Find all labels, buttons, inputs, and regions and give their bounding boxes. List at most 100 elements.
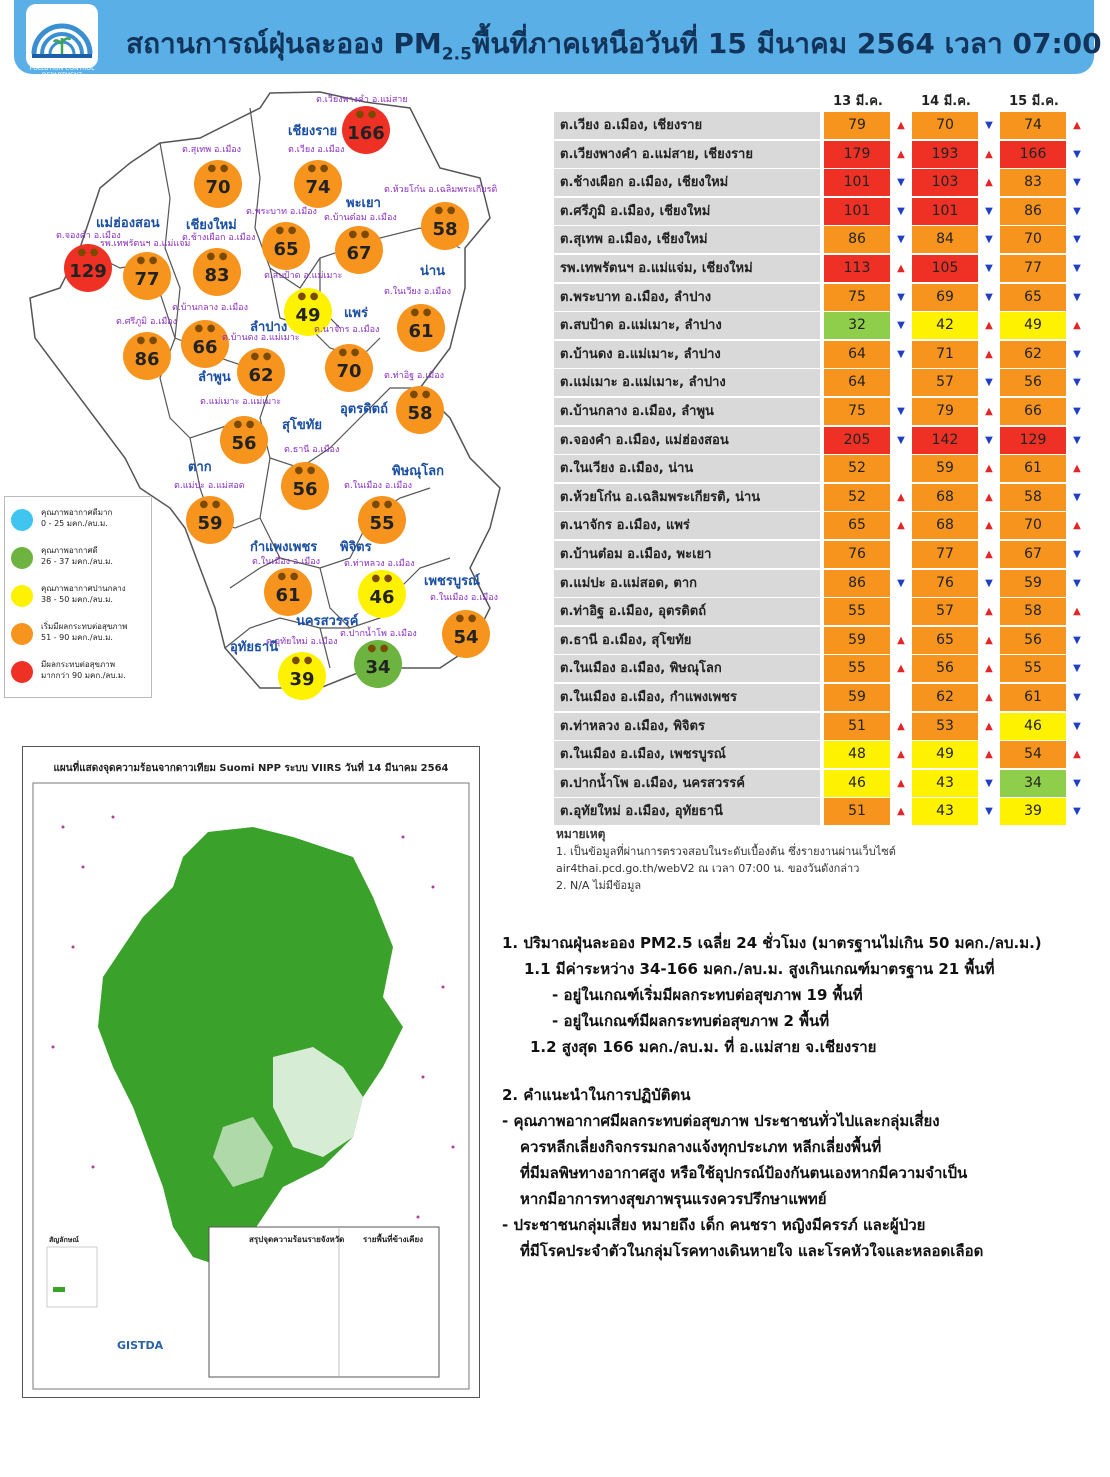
table-row: ต.จองคำ อ.เมือง, แม่ฮ่องสอน 205 ▼ 142 ▼ 129 ▼ <box>554 426 1094 454</box>
pm25-value-cell: 55 <box>1000 655 1066 683</box>
station-name: ต.พระบาท อ.เมือง, ลำปาง <box>554 283 820 311</box>
pm25-value-cell: 76 <box>824 541 890 568</box>
pm25-value-cell: 43 <box>912 798 978 826</box>
legend-dot-good <box>11 547 33 569</box>
pm25-value-cell: 76 <box>912 569 978 597</box>
trend-down-icon: ▼ <box>897 320 905 332</box>
summary-title: สรุปจุดความร้อนรายจังหวัด <box>249 1235 345 1244</box>
station-bubble-najak: ● ● 70 <box>325 344 373 392</box>
legend-dot-very-good <box>11 509 33 531</box>
station-name: ต.เวียง อ.เมือง, เชียงราย <box>554 112 820 139</box>
trend-down-icon: ▼ <box>1073 720 1081 732</box>
station-bubble-wiang: ● ● 74 <box>294 160 342 208</box>
station-name: ต.สุเทพ อ.เมือง, เชียงใหม่ <box>554 226 820 254</box>
station-name: ต.จองคำ อ.เมือง, แม่ฮ่องสอน <box>554 426 820 454</box>
trend-down-icon: ▼ <box>1073 148 1081 160</box>
table-row: ต.อุทัยใหม่ อ.เมือง, อุทัยธานี 51 ▲ 43 ▼ 39 ▼ <box>554 798 1094 826</box>
station-label-sriphum: ต.ศรีภูมิ อ.เมือง <box>116 317 178 327</box>
station-name: ต.ในเมือง อ.เมือง, เพชรบูรณ์ <box>554 741 820 769</box>
pm25-value-cell: 79 <box>824 112 890 139</box>
trend-down-icon: ▼ <box>897 234 905 246</box>
pm25-value-cell: 61 <box>1000 684 1066 711</box>
notes-line: 1. เป็นข้อมูลที่ผ่านการตรวจสอบในระดับเบื… <box>556 845 896 858</box>
station-label-changphueak: ต.ช้างเผือก อ.เมือง <box>182 233 256 243</box>
station-name: ต.ห้วยโก๋น อ.เฉลิมพระเกียรติ, น่าน <box>554 483 820 511</box>
table-row: ต.ในเมือง อ.เมือง, เพชรบูรณ์ 48 ▲ 49 ▲ 54 ▲ <box>554 741 1094 769</box>
province-label-maehongson: แม่ฮ่องสอน <box>96 216 160 231</box>
trend-down-icon: ▼ <box>985 234 993 246</box>
pcd-logo-icon <box>26 4 98 68</box>
trend-down-icon: ▼ <box>1073 692 1081 703</box>
table-row: ต.เวียง อ.เมือง, เชียงราย 79 ▲ 70 ▼ 74 ▲ <box>554 112 1094 139</box>
trend-up-icon: ▲ <box>1073 463 1081 475</box>
trend-down-icon: ▼ <box>1073 549 1081 560</box>
station-name: ต.ในเมือง อ.เมือง, พิษณุโลก <box>554 655 820 683</box>
trend-down-icon: ▼ <box>897 406 905 417</box>
pm25-value-cell: 55 <box>824 598 890 626</box>
trend-down-icon: ▼ <box>897 434 905 446</box>
pm25-value-cell: 166 <box>1000 140 1066 168</box>
trend-up-icon: ▲ <box>985 606 993 618</box>
trend-up-icon: ▲ <box>985 520 993 532</box>
table-row: รพ.เทพรัตนฯ อ.แม่แจ่ม, เชียงใหม่ 113 ▲ 105 ▼… <box>554 255 1094 282</box>
trend-up-icon: ▲ <box>1073 749 1081 761</box>
table-row: ต.บ้านต๋อม อ.เมือง, พะเยา 76 77 ▲ 67 ▼ <box>554 541 1094 568</box>
trend-down-icon: ▼ <box>985 120 993 131</box>
station-label-naiwiang: ต.ในเวียง อ.เมือง <box>384 287 451 297</box>
trend-down-icon: ▼ <box>1073 634 1081 646</box>
pm25-value-cell: 48 <box>824 741 890 769</box>
station-bubble-maepa: ● ● 59 <box>186 496 234 544</box>
pm25-value-cell: 58 <box>1000 598 1066 626</box>
station-label-paknampho: ต.ปากน้ำโพ อ.เมือง <box>340 629 417 639</box>
trend-up-icon: ▲ <box>985 749 993 761</box>
trend-up-icon: ▲ <box>985 549 993 560</box>
trend-down-icon: ▼ <box>1073 177 1081 189</box>
station-label-maesai: ต.เวียงพางคำ อ.แม่สาย <box>316 95 408 105</box>
page-title: สถานการณ์ฝุ่นละออง PM2.5พื้นที่ภาคเหนือว… <box>126 27 1110 65</box>
station-name: ต.สบป้าด อ.แม่เมาะ, ลำปาง <box>554 312 820 340</box>
pm25-value-cell: 83 <box>1000 169 1066 197</box>
pm25-value-cell: 46 <box>824 769 890 797</box>
station-label-bankrang: ต.บ้านกลาง อ.เมือง <box>172 303 248 313</box>
station-bubble-bantom: ● ● 67 <box>335 226 383 274</box>
pm25-value-cell: 57 <box>912 369 978 397</box>
station-bubble-thaluang: ● ● 46 <box>358 570 406 618</box>
pm25-value-cell: 51 <box>824 712 890 740</box>
trend-down-icon: ▼ <box>985 291 993 303</box>
legend-title: มีผลกระทบต่อสุขภาพ <box>41 660 116 669</box>
station-label-suthep: ต.สุเทพ อ.เมือง <box>182 145 242 155</box>
trend-up-icon: ▲ <box>985 634 993 646</box>
trend-up-icon: ▲ <box>897 491 905 503</box>
legend-dot-unhealthy-start <box>11 623 33 645</box>
pm25-value-cell: 84 <box>912 226 978 254</box>
province-label-phichit: พิจิตร <box>340 540 372 555</box>
trend-down-icon: ▼ <box>1073 663 1081 675</box>
province-label-uttaradit: อุตรดิตถ์ <box>340 402 388 417</box>
station-bubble-chongkham: ● ● 129 <box>64 244 112 292</box>
trend-down-icon: ▼ <box>985 205 993 217</box>
station-label-najak: ต.นาจักร อ.เมือง <box>314 325 380 335</box>
summary-text: 1. ปริมาณฝุ่นละออง PM2.5 เฉลี่ย 24 ชั่วโ… <box>502 930 1102 1264</box>
trend-up-icon: ▲ <box>985 692 993 703</box>
pm25-value-cell: 58 <box>1000 483 1066 511</box>
province-label-chiangmai: เชียงใหม่ <box>186 218 237 233</box>
advice-line: ควรหลีกเลี่ยงกิจกรรมกลางแจ้งทุกประเภท หล… <box>520 1138 882 1156</box>
logo-caption: กรมควบคุมมลพิษ POLLUTION CONTROL DEPARTM… <box>29 58 95 79</box>
pm25-value-cell: 49 <box>912 741 978 769</box>
pm25-value-cell: 101 <box>824 169 890 197</box>
pm25-value-cell: 49 <box>1000 312 1066 340</box>
notes-title: หมายเหตุ <box>556 827 606 841</box>
summary-line: - อยู่ในเกณฑ์มีผลกระทบต่อสุขภาพ 2 พื้นที… <box>552 1012 830 1030</box>
aqi-legend: คุณภาพอากาศดีมาก 0 - 25 มคก./ลบ.ม. คุณภาพ… <box>4 496 152 698</box>
pm25-value-cell: 56 <box>1000 626 1066 654</box>
pm25-value-cell: 53 <box>912 712 978 740</box>
station-label-bandong: ต.บ้านดง อ.แม่เมาะ <box>222 333 300 343</box>
trend-up-icon: ▲ <box>897 777 905 789</box>
province-label-lamphun: ลำพูน <box>198 370 231 385</box>
table-row: ต.ในเมือง อ.เมือง, กำแพงเพชร 59 62 ▲ 61 ▼ <box>554 684 1094 711</box>
pm25-value-cell: 70 <box>1000 512 1066 540</box>
pm25-value-cell: 68 <box>912 483 978 511</box>
station-name: ต.บ้านต๋อม อ.เมือง, พะเยา <box>554 541 820 568</box>
table-row: ต.ท่าหลวง อ.เมือง, พิจิตร 51 ▲ 53 ▲ 46 ▼ <box>554 712 1094 740</box>
pm25-value-cell: 57 <box>912 598 978 626</box>
